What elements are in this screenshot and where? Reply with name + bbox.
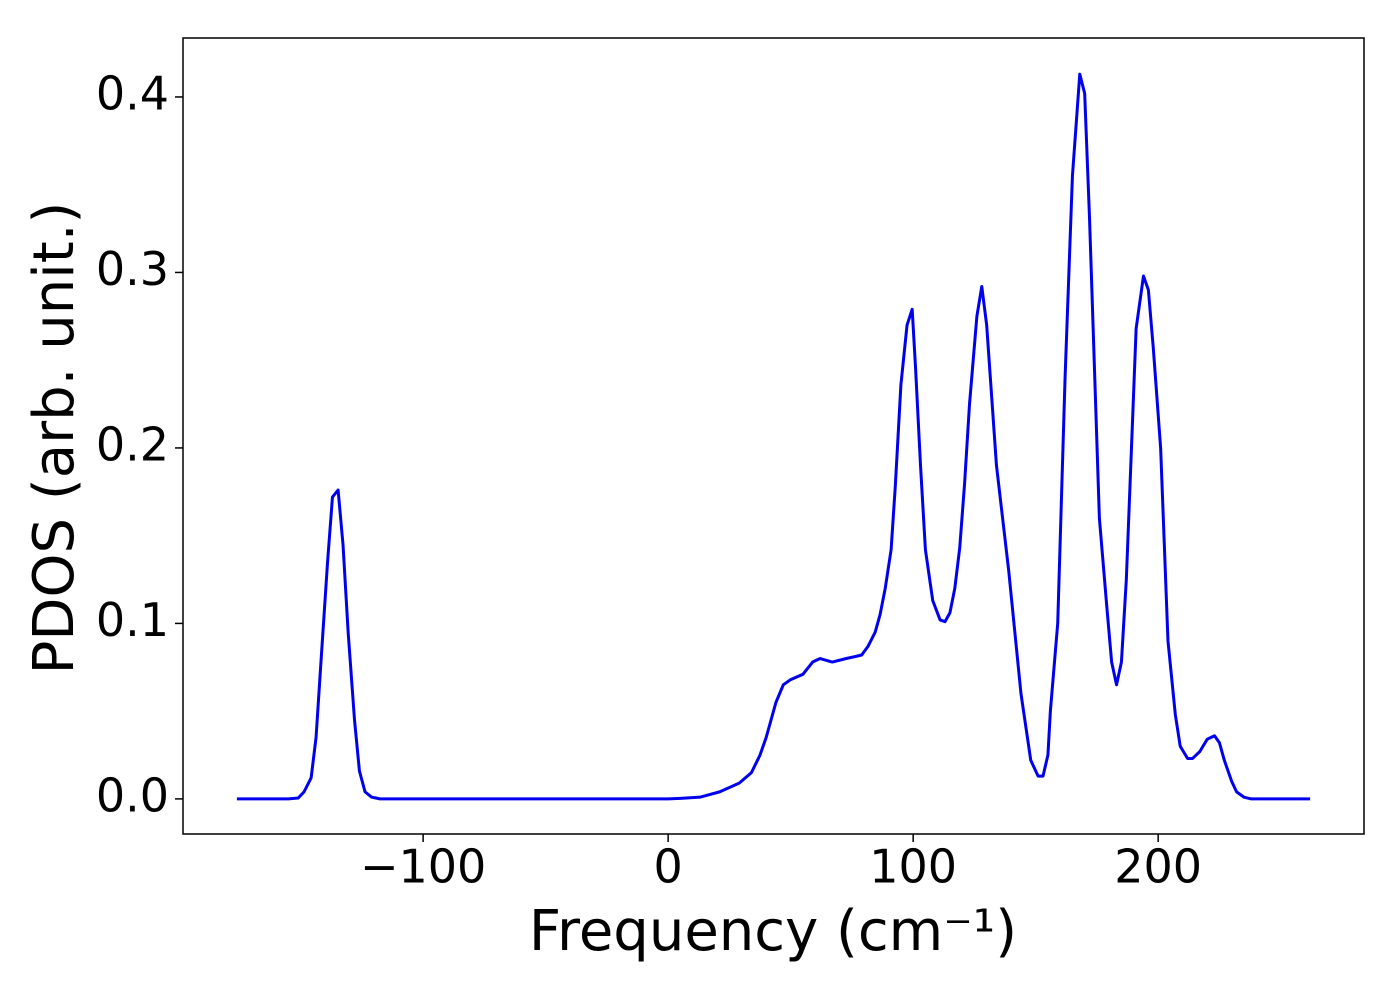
x-tick-label: 100 xyxy=(869,840,957,894)
pdos-line xyxy=(236,72,1311,801)
y-tick-label: 0.2 xyxy=(96,417,169,471)
x-tick-label: 200 xyxy=(1114,840,1202,894)
y-tick-label: 0.0 xyxy=(96,768,169,822)
x-axis-label: Frequency (cm⁻¹) xyxy=(529,899,1017,964)
x-tick-label: −100 xyxy=(360,840,486,894)
y-tick-label: 0.1 xyxy=(96,593,169,647)
x-tick-label: 0 xyxy=(654,840,683,894)
y-axis-label: PDOS (arb. unit.) xyxy=(22,202,87,675)
y-tick-label: 0.3 xyxy=(96,242,169,296)
y-tick-label: 0.4 xyxy=(96,66,169,120)
plot-frame xyxy=(182,37,1365,835)
